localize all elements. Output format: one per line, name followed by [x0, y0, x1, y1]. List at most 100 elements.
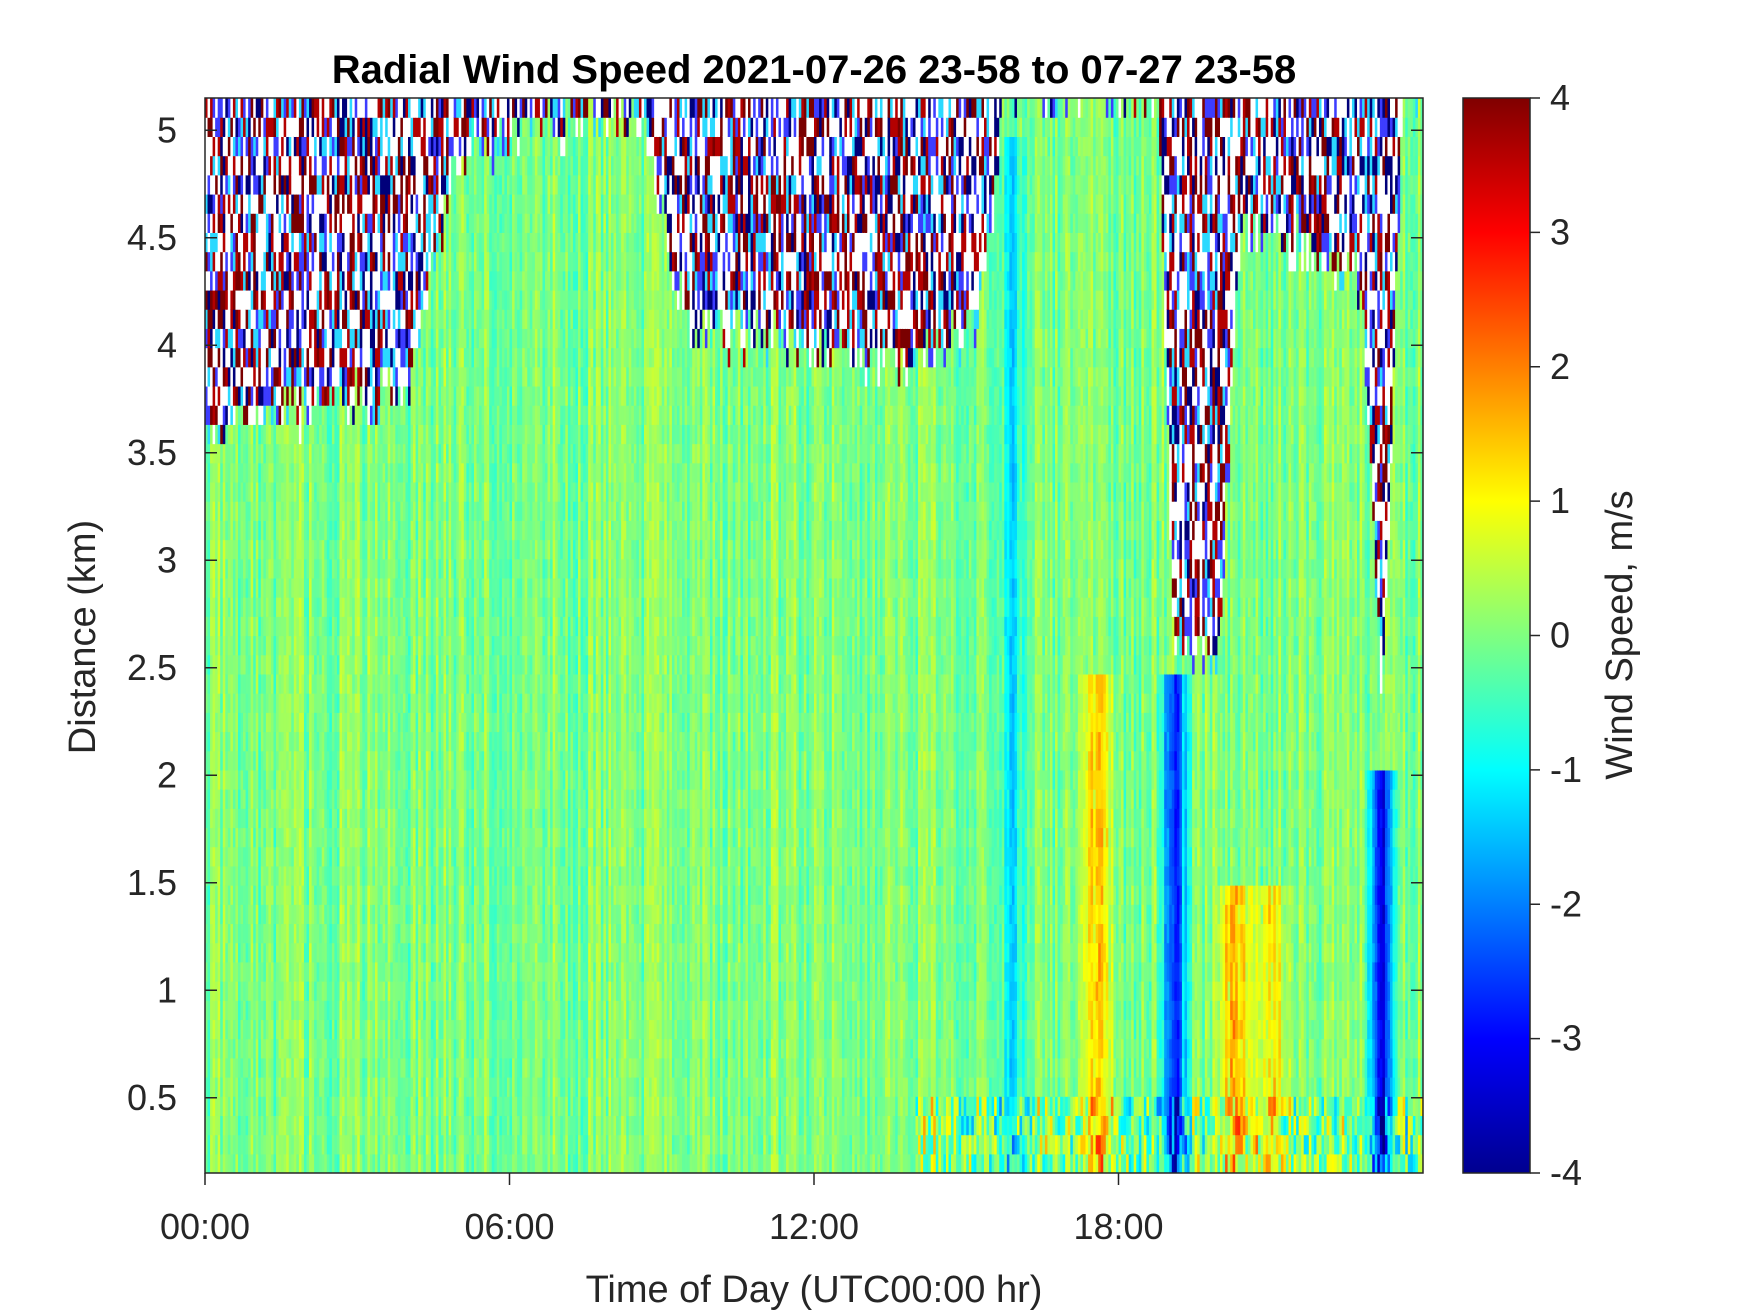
- heatmap-cell: [258, 558, 262, 579]
- heatmap-cell: [227, 846, 231, 867]
- heatmap-cell: [263, 827, 267, 848]
- heatmap-cell: [248, 981, 252, 1001]
- heatmap-cell: [205, 1057, 209, 1078]
- heatmap-cell: [286, 232, 290, 253]
- heatmap-cell: [255, 827, 259, 848]
- heatmap-cell: [296, 481, 300, 502]
- heatmap-cell: [283, 1077, 287, 1097]
- heatmap-cell: [344, 136, 348, 157]
- heatmap-cell: [336, 865, 341, 886]
- heatmap-cell: [268, 846, 272, 867]
- heatmap-cell: [321, 232, 325, 253]
- heatmap-cell: [311, 117, 315, 137]
- heatmap-cell: [334, 1115, 338, 1136]
- heatmap-cell: [270, 597, 275, 617]
- heatmap-cell: [309, 885, 313, 905]
- heatmap-cell: [301, 328, 305, 349]
- heatmap-cell: [248, 539, 252, 560]
- heatmap-cell: [296, 789, 300, 809]
- heatmap-cell: [265, 98, 270, 118]
- heatmap-cell: [243, 1096, 247, 1117]
- heatmap-cell: [278, 904, 282, 925]
- heatmap-cell: [324, 1134, 328, 1155]
- heatmap-cell: [248, 616, 252, 637]
- heatmap-cell: [220, 808, 224, 829]
- heatmap-cell: [309, 136, 313, 157]
- heatmap-cell: [339, 1038, 343, 1059]
- heatmap-cell: [281, 597, 285, 617]
- heatmap-cell: [263, 597, 267, 617]
- heatmap-cell: [344, 827, 348, 848]
- heatmap-cell: [253, 251, 257, 272]
- heatmap-cell: [260, 693, 264, 713]
- heatmap-cell: [235, 1077, 239, 1097]
- heatmap-cell: [329, 673, 333, 694]
- heatmap-cell: [283, 1038, 287, 1059]
- heatmap-cell: [296, 1134, 300, 1155]
- heatmap-cell: [227, 1000, 231, 1021]
- heatmap-cell: [301, 462, 305, 483]
- heatmap-cell: [301, 616, 305, 637]
- heatmap-cell: [215, 136, 219, 157]
- heatmap-cell: [339, 193, 343, 214]
- heatmap-cell: [230, 981, 234, 1001]
- heatmap-cell: [248, 885, 252, 905]
- heatmap-cell: [329, 769, 333, 790]
- heatmap-cell: [334, 1077, 338, 1097]
- heatmap-cell: [205, 789, 209, 809]
- heatmap-cell: [326, 1134, 330, 1155]
- heatmap-cell: [210, 635, 214, 656]
- heatmap-cell: [301, 654, 305, 675]
- heatmap-cell: [255, 98, 259, 118]
- heatmap-cell: [336, 558, 341, 579]
- heatmap-cell: [324, 174, 328, 195]
- heatmap-cell: [319, 136, 323, 157]
- heatmap-cell: [245, 616, 249, 637]
- heatmap-cell: [263, 309, 267, 329]
- heatmap-cell: [298, 1077, 303, 1097]
- heatmap-cell: [342, 309, 346, 329]
- heatmap-cell: [205, 577, 209, 598]
- heatmap-cell: [314, 942, 318, 963]
- heatmap-cell: [263, 117, 267, 137]
- heatmap-cell: [207, 232, 211, 253]
- heatmap-cell: [210, 405, 214, 425]
- heatmap-cell: [339, 481, 343, 502]
- heatmap-cell: [263, 923, 267, 944]
- heatmap-cell: [276, 213, 280, 233]
- heatmap-cell: [227, 635, 231, 656]
- heatmap-cell: [237, 981, 242, 1001]
- heatmap-cell: [230, 481, 234, 502]
- heatmap-cell: [222, 904, 226, 925]
- heatmap-cell: [306, 1096, 310, 1117]
- heatmap-cell: [319, 1019, 323, 1040]
- heatmap-cell: [276, 846, 280, 867]
- heatmap-cell: [205, 481, 209, 502]
- heatmap-cell: [243, 635, 247, 656]
- heatmap-cell: [205, 616, 209, 637]
- heatmap-cell: [286, 347, 290, 368]
- heatmap-cell: [309, 232, 313, 253]
- heatmap-cell: [245, 405, 249, 425]
- heatmap-cell: [301, 136, 305, 157]
- heatmap-cell: [283, 136, 287, 157]
- heatmap-cell: [301, 1077, 305, 1097]
- heatmap-cell: [321, 1057, 325, 1078]
- heatmap-cell: [270, 693, 275, 713]
- heatmap-cell: [321, 904, 325, 925]
- heatmap-cell: [265, 789, 270, 809]
- heatmap-cell: [258, 808, 262, 829]
- heatmap-cell: [255, 1057, 259, 1078]
- heatmap-cell: [273, 539, 277, 560]
- heatmap-cell: [217, 289, 221, 310]
- heatmap-cell: [319, 558, 323, 579]
- heatmap-cell: [298, 558, 303, 579]
- heatmap-cell: [319, 865, 323, 886]
- heatmap-cell: [273, 424, 277, 445]
- heatmap-cell: [268, 1057, 272, 1078]
- heatmap-cell: [207, 885, 211, 905]
- heatmap-cell: [258, 769, 262, 790]
- heatmap-cell: [265, 443, 270, 464]
- heatmap-cell: [210, 98, 214, 118]
- heatmap-cell: [309, 481, 313, 502]
